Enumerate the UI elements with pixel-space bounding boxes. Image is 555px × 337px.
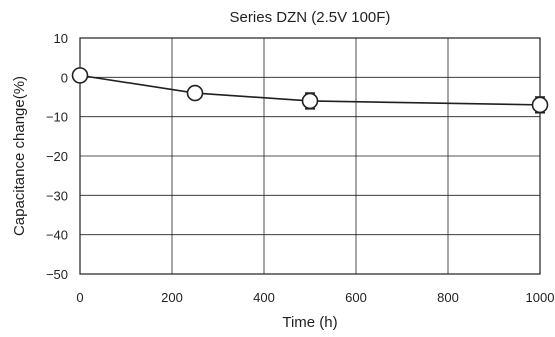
series-layer <box>71 67 549 114</box>
x-tick-label-2: 400 <box>253 290 275 305</box>
data-point-0-1 <box>186 84 204 102</box>
y-tick-label-6: −50 <box>46 267 68 282</box>
y-tick-label-1: 0 <box>61 70 68 85</box>
data-point-0-0 <box>71 67 89 84</box>
y-tick-label-5: −40 <box>46 228 68 243</box>
y-tick-label-0: 10 <box>54 31 68 46</box>
series-line-0 <box>79 74 541 106</box>
y-tick-label-3: −20 <box>46 149 68 164</box>
y-tick-label-2: −10 <box>46 110 68 125</box>
plot-frame <box>79 37 541 275</box>
x-tick-label-3: 600 <box>345 290 367 305</box>
x-tick-label-4: 800 <box>437 290 459 305</box>
y-axis-ticks: 10 0 −10 −20 −30 −40 −50 <box>46 31 68 282</box>
x-axis-ticks: 0 200 400 600 800 1000 <box>76 290 554 305</box>
x-axis-label: Time (h) <box>282 314 337 331</box>
y-axis-label: Capacitance change(%) <box>11 76 28 236</box>
x-tick-label-1: 200 <box>161 290 183 305</box>
x-tick-label-5: 1000 <box>526 290 555 305</box>
chart-title: Series DZN (2.5V 100F) <box>230 9 391 26</box>
y-tick-label-4: −30 <box>46 188 68 203</box>
data-point-0-2 <box>301 92 319 110</box>
grid <box>80 38 540 274</box>
x-tick-label-0: 0 <box>76 290 83 305</box>
data-point-0-3 <box>531 96 549 114</box>
